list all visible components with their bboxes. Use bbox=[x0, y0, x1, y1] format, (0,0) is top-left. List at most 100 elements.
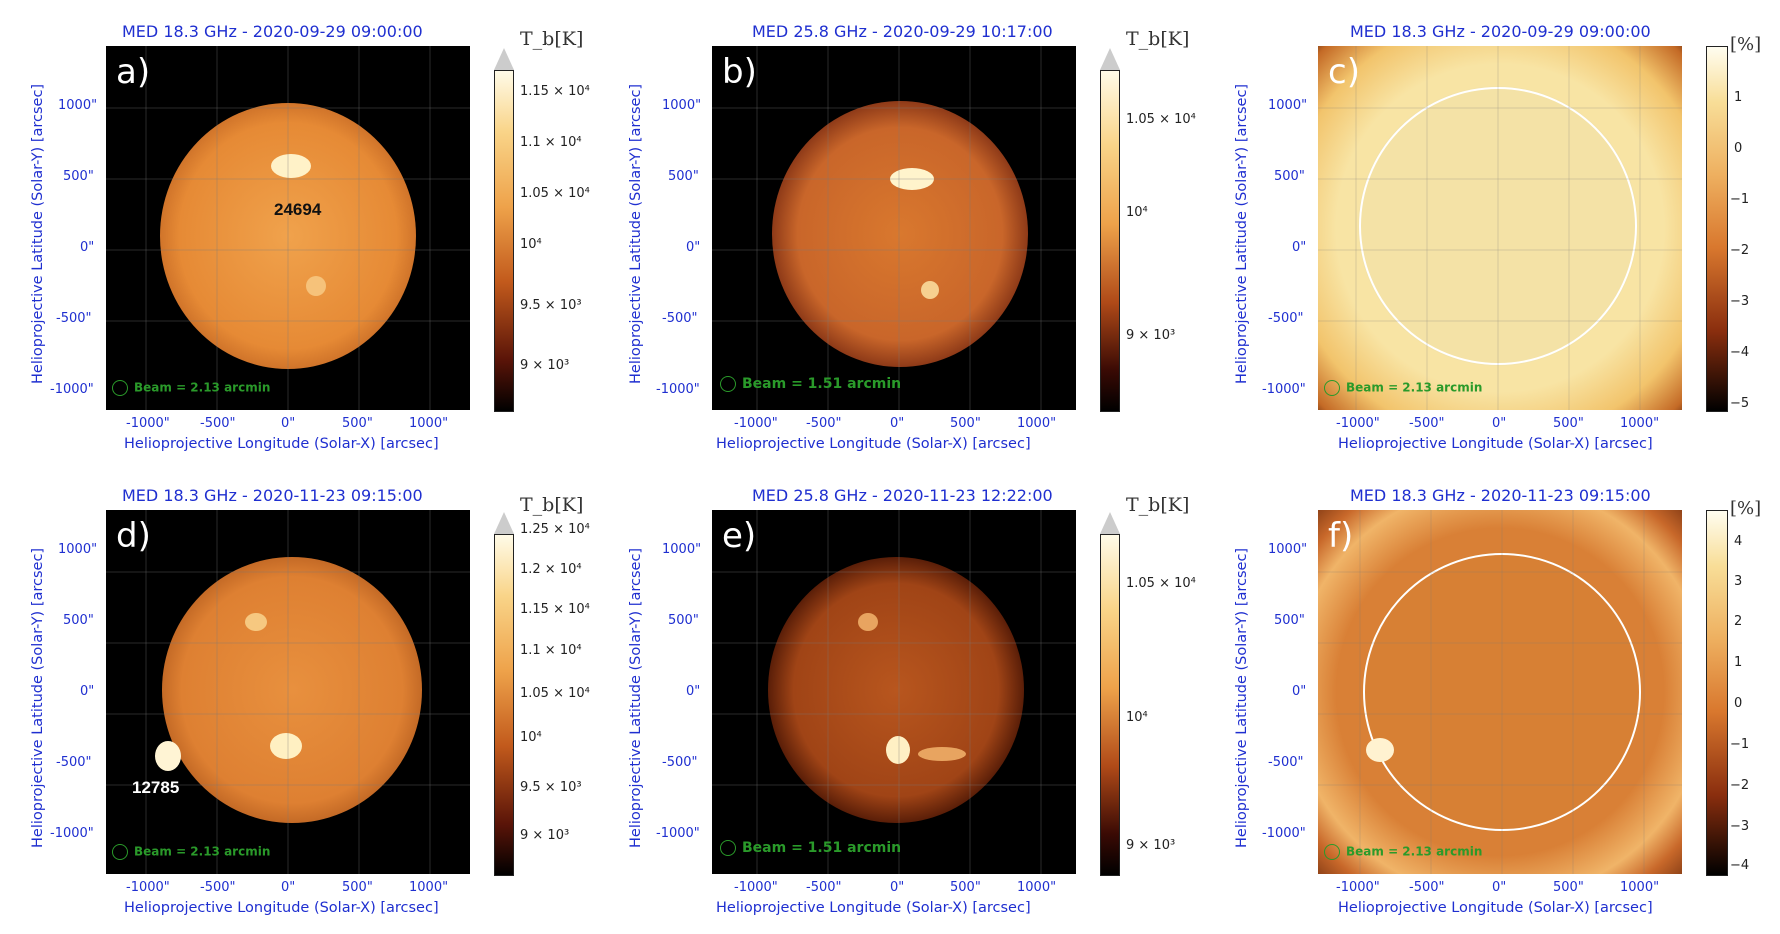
y-tick: 1000" bbox=[1268, 98, 1308, 113]
y-tick: 1000" bbox=[1268, 542, 1308, 557]
x-tick: 0" bbox=[890, 880, 905, 895]
x-axis-label: Helioprojective Longitude (Solar-X) [arc… bbox=[716, 436, 1031, 452]
y-tick: -1000" bbox=[50, 382, 94, 397]
y-axis-label: Helioprojective Latitude (Solar-Y) [arcs… bbox=[1234, 547, 1250, 848]
colorbar-tick: −3 bbox=[1730, 819, 1750, 834]
active-region-label: 12785 bbox=[132, 778, 180, 797]
panel-letter: e) bbox=[722, 516, 757, 556]
panel-title: MED 25.8 GHz - 2020-11-23 12:22:00 bbox=[752, 486, 1053, 505]
colorbar-tick: 9 × 10³ bbox=[1126, 838, 1176, 853]
colorbar-tick: 1.15 × 10⁴ bbox=[520, 602, 590, 617]
colorbar-tick: 1.1 × 10⁴ bbox=[520, 643, 582, 658]
x-tick: 0" bbox=[281, 880, 296, 895]
x-tick: -500" bbox=[806, 880, 842, 895]
beam-circle-icon bbox=[720, 376, 736, 392]
colorbar-unit: T_b[K] bbox=[520, 494, 584, 516]
difference-map-c: c) Beam = 2.13 arcmin bbox=[1318, 46, 1682, 410]
colorbar-tick: 1.1 × 10⁴ bbox=[520, 135, 582, 150]
y-tick: -500" bbox=[662, 311, 698, 326]
y-tick: 1000" bbox=[662, 98, 702, 113]
y-tick: 0" bbox=[1292, 684, 1307, 699]
y-tick: 0" bbox=[80, 240, 95, 255]
x-tick: 1000" bbox=[1620, 416, 1660, 431]
colorbar-tick: 10⁴ bbox=[520, 237, 542, 252]
colorbar-tick: 0 bbox=[1734, 696, 1743, 711]
y-tick: 0" bbox=[1292, 240, 1307, 255]
beam-label: Beam = 2.13 arcmin bbox=[112, 844, 270, 860]
colorbar-unit: [%] bbox=[1730, 498, 1762, 519]
x-tick: -500" bbox=[1409, 416, 1445, 431]
x-tick: 1000" bbox=[1017, 416, 1057, 431]
colorbar-tick: 9.5 × 10³ bbox=[520, 298, 582, 313]
active-region-label: 24694 bbox=[274, 200, 322, 219]
colorbar-tick: 1.25 × 10⁴ bbox=[520, 522, 590, 537]
x-tick: 500" bbox=[342, 880, 373, 895]
y-tick: 500" bbox=[668, 613, 699, 628]
panel-letter: d) bbox=[116, 516, 151, 556]
y-tick: -1000" bbox=[1262, 826, 1306, 841]
x-tick: 500" bbox=[950, 880, 981, 895]
colorbar-tick: 9.5 × 10³ bbox=[520, 780, 582, 795]
panel-letter: b) bbox=[722, 52, 757, 92]
colorbar-tick: 1 bbox=[1734, 90, 1743, 105]
x-tick: -500" bbox=[200, 416, 236, 431]
x-tick: 1000" bbox=[409, 880, 449, 895]
x-axis-label: Helioprojective Longitude (Solar-X) [arc… bbox=[124, 436, 439, 452]
y-axis-label: Helioprojective Latitude (Solar-Y) [arcs… bbox=[1234, 83, 1250, 384]
y-tick: 500" bbox=[63, 169, 94, 184]
y-axis-label: Helioprojective Latitude (Solar-Y) [arcs… bbox=[628, 83, 644, 384]
solar-map-a: a) 24694 Beam = 2.13 arcmin bbox=[106, 46, 470, 410]
colorbar-unit: [%] bbox=[1730, 34, 1762, 55]
x-axis-label: Helioprojective Longitude (Solar-X) [arc… bbox=[1338, 436, 1653, 452]
colorbar-tick: 4 bbox=[1734, 534, 1743, 549]
x-tick: 0" bbox=[281, 416, 296, 431]
colorbar-tick: −3 bbox=[1730, 294, 1750, 309]
panel-letter: f) bbox=[1328, 516, 1354, 556]
panel-title: MED 18.3 GHz - 2020-11-23 09:15:00 bbox=[1350, 486, 1651, 505]
solar-map-e: e) Beam = 1.51 arcmin bbox=[712, 510, 1076, 874]
colorbar-d bbox=[494, 534, 514, 876]
colorbar-tick: 0 bbox=[1734, 141, 1743, 156]
solar-map-d: d) 12785 Beam = 2.13 arcmin bbox=[106, 510, 470, 874]
beam-label: Beam = 2.13 arcmin bbox=[1324, 844, 1482, 860]
panel-title: MED 18.3 GHz - 2020-09-29 09:00:00 bbox=[122, 22, 423, 41]
y-tick: -500" bbox=[56, 311, 92, 326]
x-tick: -1000" bbox=[1336, 880, 1380, 895]
beam-label: Beam = 1.51 arcmin bbox=[720, 840, 901, 856]
panel-letter: c) bbox=[1328, 52, 1360, 92]
colorbar-unit: T_b[K] bbox=[1126, 494, 1190, 516]
colorbar-extend-arrow bbox=[1100, 48, 1120, 70]
y-tick: -500" bbox=[1268, 755, 1304, 770]
x-tick: -1000" bbox=[734, 416, 778, 431]
x-tick: 0" bbox=[1492, 416, 1507, 431]
y-axis-label: Helioprojective Latitude (Solar-Y) [arcs… bbox=[30, 547, 46, 848]
colorbar-tick: −5 bbox=[1730, 396, 1750, 411]
colorbar-e bbox=[1100, 534, 1120, 876]
y-tick: -500" bbox=[1268, 311, 1304, 326]
y-tick: 500" bbox=[1274, 613, 1305, 628]
y-tick: 500" bbox=[668, 169, 699, 184]
colorbar-tick: 9 × 10³ bbox=[520, 828, 570, 843]
colorbar-a bbox=[494, 70, 514, 412]
beam-circle-icon bbox=[720, 840, 736, 856]
x-tick: -1000" bbox=[734, 880, 778, 895]
beam-circle-icon bbox=[112, 380, 128, 396]
colorbar-tick: −4 bbox=[1730, 858, 1750, 873]
colorbar-f bbox=[1706, 510, 1728, 876]
x-tick: 0" bbox=[1492, 880, 1507, 895]
x-tick: 1000" bbox=[409, 416, 449, 431]
beam-circle-icon bbox=[112, 844, 128, 860]
x-tick: -1000" bbox=[126, 880, 170, 895]
solar-map-b: b) Beam = 1.51 arcmin bbox=[712, 46, 1076, 410]
colorbar-tick: 1.05 × 10⁴ bbox=[520, 686, 590, 701]
x-tick: -500" bbox=[1409, 880, 1445, 895]
panel-title: MED 18.3 GHz - 2020-11-23 09:15:00 bbox=[122, 486, 423, 505]
x-tick: -1000" bbox=[1336, 416, 1380, 431]
x-axis-label: Helioprojective Longitude (Solar-X) [arc… bbox=[1338, 900, 1653, 916]
colorbar-tick: 1.15 × 10⁴ bbox=[520, 84, 590, 99]
colorbar-unit: T_b[K] bbox=[1126, 28, 1190, 50]
colorbar-tick: 9 × 10³ bbox=[520, 358, 570, 373]
colorbar-tick: 1 bbox=[1734, 655, 1743, 670]
colorbar-tick: 1.2 × 10⁴ bbox=[520, 562, 582, 577]
x-tick: -500" bbox=[200, 880, 236, 895]
